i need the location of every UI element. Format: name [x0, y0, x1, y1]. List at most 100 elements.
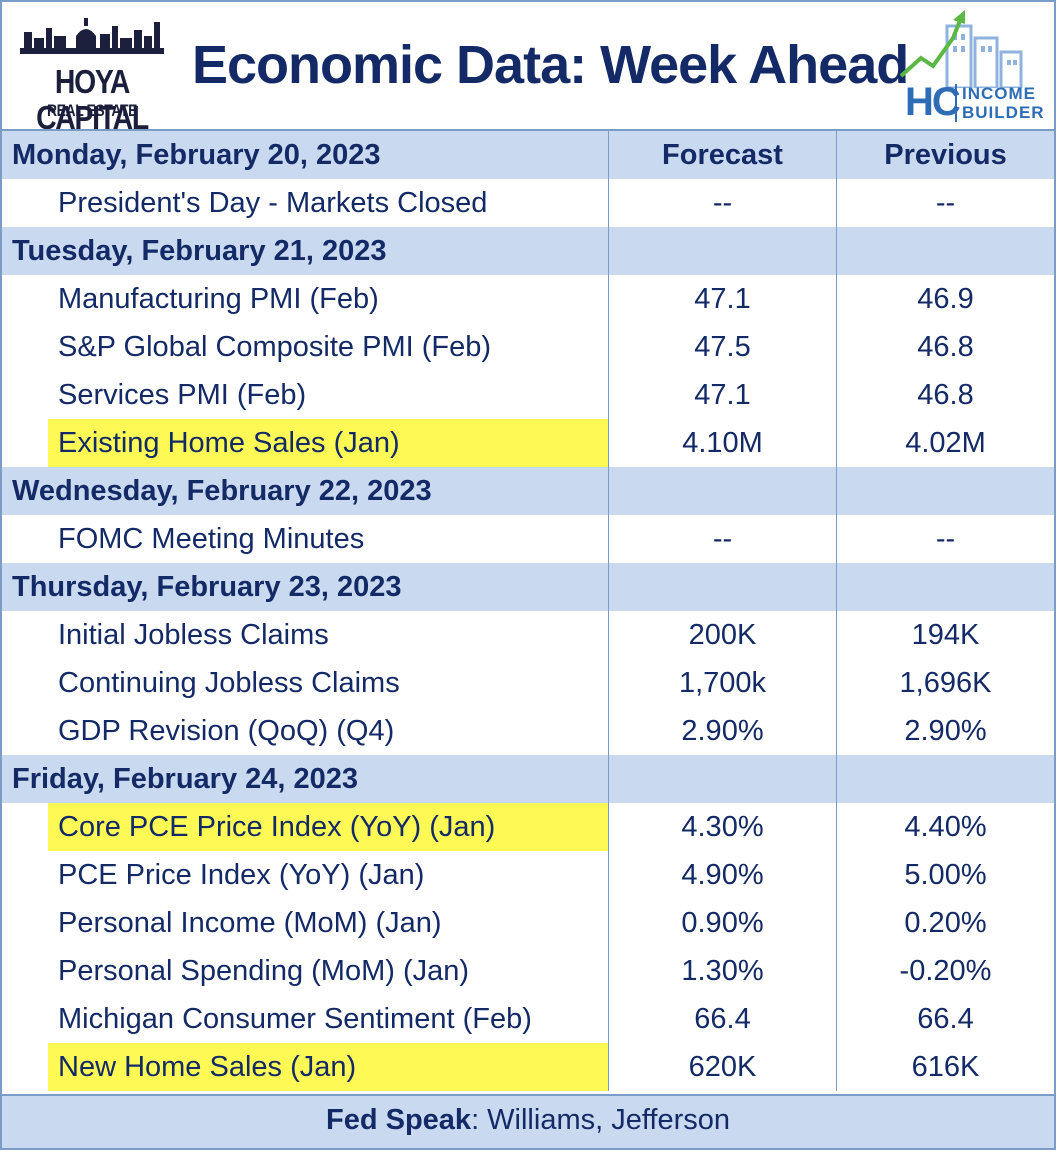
indicator-name: Existing Home Sales (Jan) [2, 419, 608, 467]
column-divider [608, 563, 609, 611]
day-header-row: Friday, February 24, 2023 [2, 755, 1054, 803]
brand-subtitle: REAL ESTATE [47, 101, 137, 120]
indicator-name-text: Services PMI (Feb) [58, 379, 307, 411]
logo-income-builder-text: INCOME BUILDER [955, 84, 1045, 122]
indicator-name-text: PCE Price Index (YoY) (Jan) [58, 859, 425, 891]
table-row: Continuing Jobless Claims 1,700k 1,696K [2, 659, 1054, 707]
brand-name: HOYA CAPITAL [36, 63, 149, 136]
indicator-name-text: S&P Global Composite PMI (Feb) [58, 331, 492, 363]
indicator-name-text: Continuing Jobless Claims [58, 667, 400, 699]
column-divider [836, 131, 837, 179]
indicator-name: S&P Global Composite PMI (Feb) [2, 323, 608, 371]
hoya-capital-logo: HOYA CAPITAL REAL ESTATE [16, 14, 168, 136]
table-row: PCE Price Index (YoY) (Jan) 4.90% 5.00% [2, 851, 1054, 899]
column-divider [608, 995, 609, 1043]
column-divider [836, 611, 837, 659]
column-divider [608, 419, 609, 467]
previous-value: 46.9 [917, 283, 974, 315]
indicator-name-text: New Home Sales (Jan) [58, 1051, 357, 1083]
column-divider [836, 563, 837, 611]
table-row: Core PCE Price Index (YoY) (Jan) 4.30% 4.4… [2, 803, 1054, 851]
table-row: Personal Income (MoM) (Jan) 0.90% 0.20% [2, 899, 1054, 947]
indicator-name: Personal Income (MoM) (Jan) [2, 899, 608, 947]
table-row: S&P Global Composite PMI (Feb) 47.5 46.8 [2, 323, 1054, 371]
table-row: Existing Home Sales (Jan) 4.10M 4.02M [2, 419, 1054, 467]
previous-value: 66.4 [917, 1003, 974, 1035]
column-divider [836, 275, 837, 323]
forecast-value: 4.30% [681, 811, 764, 843]
forecast-value: -- [712, 187, 733, 219]
forecast-value: 0.90% [681, 907, 764, 939]
page-title: Economic Data: Week Ahead [192, 35, 909, 95]
indicator-name: PCE Price Index (YoY) (Jan) [2, 851, 608, 899]
day-header-row: Tuesday, February 21, 2023 [2, 227, 1054, 275]
indicator-name: Services PMI (Feb) [2, 371, 608, 419]
previous-value: 5.00% [904, 859, 987, 891]
column-divider [608, 467, 609, 515]
table-row: FOMC Meeting Minutes -- -- [2, 515, 1054, 563]
column-divider [836, 659, 837, 707]
table-row: Initial Jobless Claims 200K 194K [2, 611, 1054, 659]
skyline-icon [20, 18, 164, 54]
previous-value: 2.90% [904, 715, 987, 747]
logo-line-2: BUILDER [962, 103, 1045, 122]
income-builder-logo: HC INCOME BUILDER [895, 8, 1044, 126]
column-divider [608, 755, 609, 803]
column-divider [608, 1043, 609, 1091]
previous-column-header: Previous [884, 139, 1007, 171]
column-divider [836, 371, 837, 419]
fed-speak-label: Fed Speak [326, 1104, 472, 1136]
column-divider [608, 515, 609, 563]
fed-speak-text: : Williams, Jefferson [471, 1104, 730, 1136]
indicator-name: Initial Jobless Claims [2, 611, 608, 659]
table-row: President's Day - Markets Closed -- -- [2, 179, 1054, 227]
column-divider [608, 947, 609, 995]
logo-hc-text: HC [905, 80, 961, 124]
indicator-name-text: Michigan Consumer Sentiment (Feb) [58, 1003, 532, 1035]
column-divider [608, 851, 609, 899]
day-header-row: Monday, February 20, 2023 Forecast Previou… [2, 131, 1054, 179]
forecast-value: 200K [688, 619, 757, 651]
previous-value: 194K [911, 619, 980, 651]
indicator-name: Manufacturing PMI (Feb) [2, 275, 608, 323]
header: HOYA CAPITAL REAL ESTATE Economic Data: … [2, 2, 1054, 136]
column-divider [836, 851, 837, 899]
forecast-value: 47.1 [694, 283, 751, 315]
table-row: GDP Revision (QoQ) (Q4) 2.90% 2.90% [2, 707, 1054, 755]
forecast-value: 47.1 [694, 379, 751, 411]
indicator-name-text: GDP Revision (QoQ) (Q4) [58, 715, 395, 747]
column-divider [836, 755, 837, 803]
column-divider [836, 1043, 837, 1091]
column-divider [608, 707, 609, 755]
column-divider [836, 899, 837, 947]
day-header-row: Wednesday, February 22, 2023 [2, 467, 1054, 515]
forecast-value: -- [712, 523, 733, 555]
table-row: Personal Spending (MoM) (Jan) 1.30% -0.20% [2, 947, 1054, 995]
indicator-name-text: Existing Home Sales (Jan) [58, 427, 400, 459]
forecast-value: 4.90% [681, 859, 764, 891]
previous-value: 4.02M [905, 427, 986, 459]
forecast-value: 1,700k [678, 667, 767, 699]
column-divider [836, 419, 837, 467]
buildings-chart-icon [899, 10, 1023, 88]
previous-value: 616K [911, 1051, 980, 1083]
forecast-value: 1.30% [681, 955, 764, 987]
table-row: Michigan Consumer Sentiment (Feb) 66.4 66.… [2, 995, 1054, 1043]
column-divider [608, 275, 609, 323]
forecast-column-header: Forecast [662, 139, 783, 171]
column-divider [836, 803, 837, 851]
column-divider [608, 323, 609, 371]
column-divider [836, 515, 837, 563]
table-row: New Home Sales (Jan) 620K 616K [2, 1043, 1054, 1091]
previous-value: -0.20% [899, 955, 992, 987]
economic-calendar-table: Monday, February 20, 2023 Forecast Previou… [2, 129, 1054, 1091]
previous-value: -- [935, 187, 956, 219]
column-divider [836, 323, 837, 371]
column-divider [836, 947, 837, 995]
day-label: Friday, February 24, 2023 [12, 763, 359, 795]
forecast-value: 4.10M [682, 427, 763, 459]
column-divider [608, 611, 609, 659]
highlight-marker [48, 1043, 608, 1091]
logo-line-1: INCOME [962, 84, 1036, 103]
forecast-value: 620K [688, 1051, 757, 1083]
